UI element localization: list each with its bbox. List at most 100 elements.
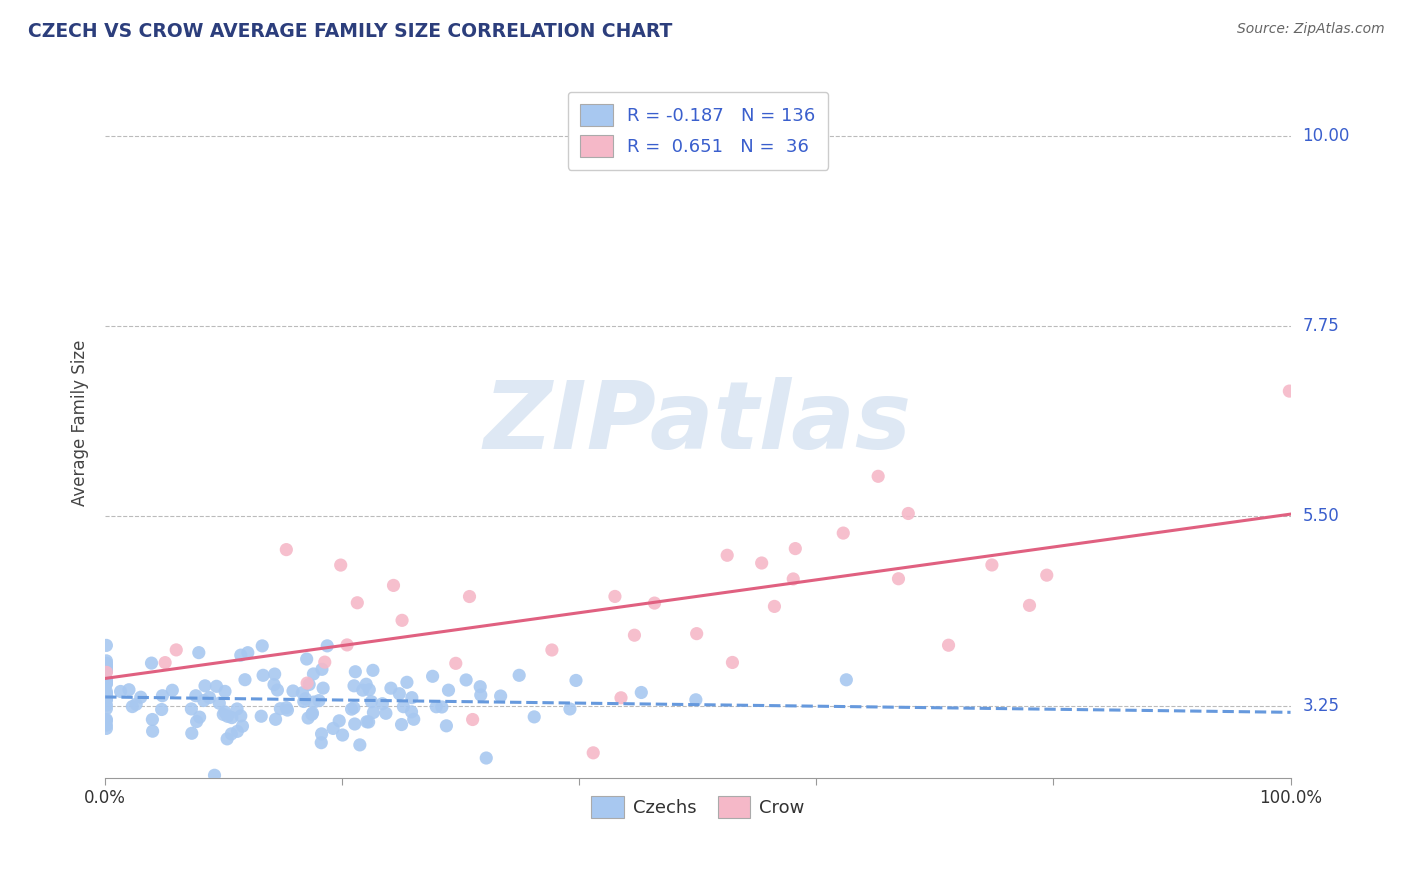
Point bbox=[96, 659, 118, 673]
Point bbox=[763, 599, 786, 614]
Point bbox=[96, 714, 118, 728]
Point bbox=[1278, 384, 1301, 398]
Point bbox=[96, 701, 118, 715]
Point bbox=[603, 590, 626, 604]
Point bbox=[401, 705, 423, 719]
Point bbox=[281, 684, 304, 698]
Point bbox=[832, 526, 855, 541]
Point bbox=[252, 639, 274, 653]
Point bbox=[205, 679, 228, 693]
Text: 3.25: 3.25 bbox=[1302, 697, 1340, 714]
Point bbox=[430, 700, 453, 714]
Point bbox=[96, 664, 118, 678]
Point bbox=[188, 710, 211, 724]
Point bbox=[180, 726, 202, 740]
Point bbox=[263, 667, 285, 681]
Point bbox=[1018, 599, 1040, 613]
Point bbox=[252, 668, 274, 682]
Point bbox=[458, 590, 481, 604]
Point bbox=[382, 578, 405, 592]
Point bbox=[1035, 568, 1057, 582]
Point bbox=[96, 687, 118, 701]
Point bbox=[436, 719, 458, 733]
Point bbox=[198, 690, 221, 705]
Point bbox=[96, 684, 118, 698]
Point bbox=[782, 572, 804, 586]
Point bbox=[96, 692, 118, 706]
Point bbox=[361, 663, 384, 677]
Point bbox=[302, 667, 325, 681]
Point bbox=[187, 646, 209, 660]
Point bbox=[980, 558, 1002, 572]
Point bbox=[217, 709, 239, 723]
Point bbox=[391, 717, 413, 731]
Point bbox=[835, 673, 858, 687]
Point bbox=[938, 638, 960, 652]
Point bbox=[343, 717, 366, 731]
Point bbox=[96, 657, 118, 671]
Point bbox=[231, 719, 253, 733]
Point bbox=[582, 746, 605, 760]
Point bbox=[162, 683, 184, 698]
Point bbox=[129, 690, 152, 705]
Point bbox=[356, 714, 378, 729]
Text: 10.00: 10.00 bbox=[1302, 127, 1350, 145]
Point bbox=[388, 687, 411, 701]
Point bbox=[141, 656, 163, 670]
Point bbox=[685, 626, 707, 640]
Point bbox=[221, 727, 243, 741]
Point bbox=[371, 697, 394, 711]
Y-axis label: Average Family Size: Average Family Size bbox=[72, 340, 89, 507]
Point bbox=[470, 688, 492, 702]
Point bbox=[360, 695, 382, 709]
Point bbox=[250, 709, 273, 723]
Point bbox=[96, 687, 118, 701]
Point bbox=[96, 691, 118, 706]
Point bbox=[298, 677, 321, 691]
Point bbox=[165, 643, 187, 657]
Point bbox=[269, 702, 291, 716]
Point bbox=[322, 722, 344, 736]
Point bbox=[311, 727, 333, 741]
Point bbox=[470, 680, 492, 694]
Point bbox=[96, 658, 118, 673]
Point bbox=[422, 669, 444, 683]
Text: CZECH VS CROW AVERAGE FAMILY SIZE CORRELATION CHART: CZECH VS CROW AVERAGE FAMILY SIZE CORREL… bbox=[28, 22, 672, 41]
Point bbox=[295, 652, 318, 666]
Point bbox=[96, 690, 118, 705]
Point bbox=[489, 689, 512, 703]
Point bbox=[193, 693, 215, 707]
Point bbox=[294, 691, 316, 706]
Point bbox=[264, 712, 287, 726]
Point bbox=[363, 706, 385, 720]
Point bbox=[96, 690, 118, 705]
Point bbox=[644, 596, 666, 610]
Point bbox=[96, 673, 118, 687]
Point bbox=[395, 675, 418, 690]
Point bbox=[153, 656, 176, 670]
Point bbox=[96, 688, 118, 702]
Point bbox=[186, 714, 208, 729]
Point bbox=[402, 712, 425, 726]
Point bbox=[96, 677, 118, 691]
Point bbox=[96, 676, 118, 690]
Text: ZIPatlas: ZIPatlas bbox=[484, 377, 912, 469]
Point bbox=[685, 693, 707, 707]
Point bbox=[475, 751, 498, 765]
Point bbox=[297, 711, 319, 725]
Point bbox=[314, 655, 336, 669]
Point bbox=[346, 596, 368, 610]
Point bbox=[229, 709, 252, 723]
Point bbox=[508, 668, 530, 682]
Point bbox=[96, 665, 118, 680]
Point bbox=[374, 706, 396, 721]
Point bbox=[226, 724, 249, 739]
Point bbox=[295, 676, 318, 690]
Point bbox=[208, 696, 231, 710]
Text: 5.50: 5.50 bbox=[1302, 507, 1339, 524]
Point bbox=[121, 699, 143, 714]
Point bbox=[96, 673, 118, 687]
Point bbox=[221, 710, 243, 724]
Point bbox=[276, 542, 298, 557]
Point bbox=[392, 699, 415, 714]
